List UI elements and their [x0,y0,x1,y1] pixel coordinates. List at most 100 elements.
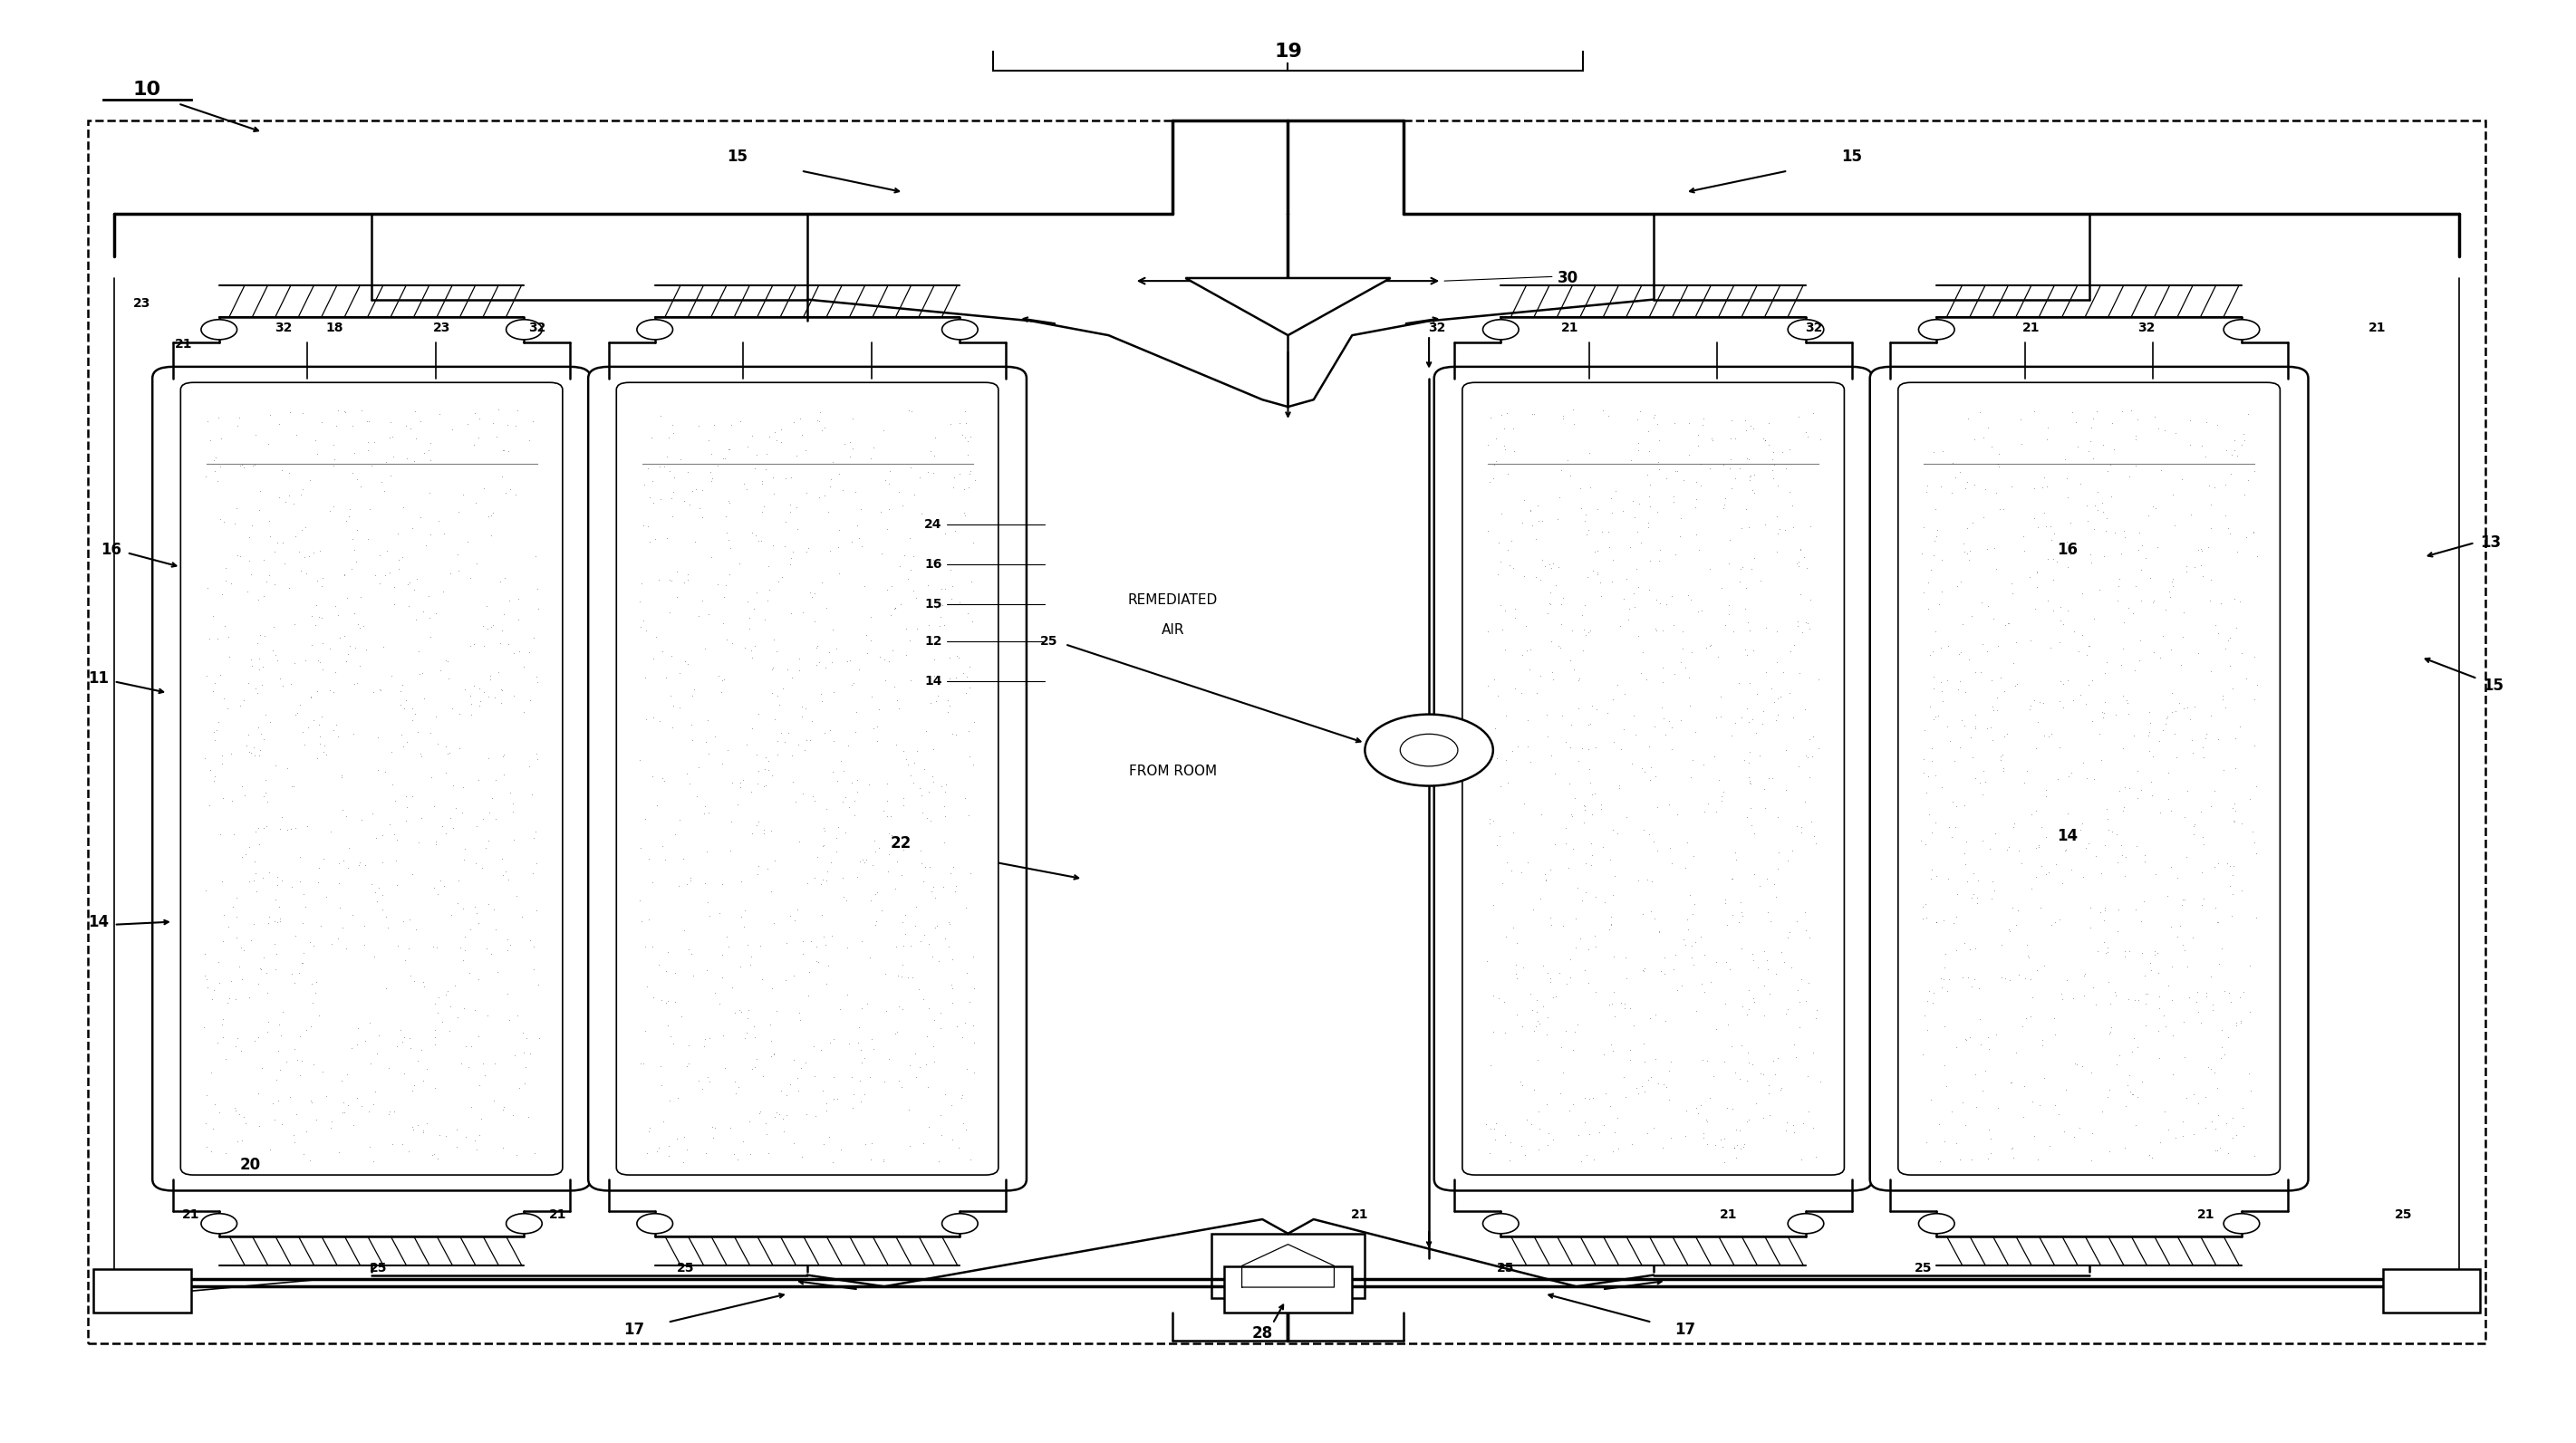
Point [917,1150,958,1173]
Point [817,1088,858,1111]
Point [683,1076,724,1100]
Point [1777,610,1819,633]
Point [845,850,886,873]
Point [1741,700,1783,723]
Point [1538,508,1579,531]
Point [1517,988,1558,1012]
Point [2092,411,2133,434]
Point [278,540,319,563]
Point [495,1043,536,1066]
Point [1976,1097,2017,1120]
Point [443,801,484,824]
Point [1793,1040,1834,1063]
Point [410,522,451,545]
Point [948,719,989,742]
Point [276,1102,317,1126]
Point [2148,580,2190,603]
Point [1739,1062,1780,1085]
Point [242,655,283,678]
Point [2221,433,2262,456]
Point [1744,974,1785,997]
Point [2107,703,2148,726]
Point [1533,1128,1574,1152]
Point [2159,691,2200,714]
Point [1754,453,1795,476]
Point [1759,684,1801,707]
Point [2030,723,2071,746]
Point [1633,407,1674,430]
Point [464,615,505,638]
Point [914,664,956,687]
Point [1731,797,1772,820]
Point [871,824,912,847]
Point [1906,765,1947,788]
Point [1692,429,1734,452]
Point [685,872,726,895]
Point [185,465,227,488]
Point [2045,556,2087,579]
Point [1788,1100,1829,1123]
Point [2208,1026,2249,1049]
Point [621,837,662,860]
Point [925,926,966,949]
Point [1569,1088,1610,1111]
Point [1628,579,1669,602]
Point [1530,593,1571,616]
Point [1602,499,1643,522]
Point [461,856,502,879]
Point [1909,597,1950,620]
Text: 20: 20 [240,1157,260,1173]
Point [1937,883,1978,906]
Point [381,545,422,569]
Point [286,895,327,918]
Text: 25: 25 [1914,1261,1932,1274]
Point [2202,688,2244,711]
Point [1605,945,1646,968]
Point [1654,613,1695,636]
Point [325,563,366,586]
Point [1610,1048,1651,1071]
Point [945,411,987,434]
Point [925,781,966,804]
Point [2179,1012,2221,1035]
Point [1793,401,1834,424]
Point [863,418,904,442]
Point [1618,439,1659,462]
Point [1713,1136,1754,1159]
Point [1932,911,1973,934]
Point [2177,1000,2218,1023]
Point [2025,515,2066,538]
Point [889,934,930,957]
Point [335,672,376,696]
Point [2099,654,2141,677]
Point [1942,1091,1984,1114]
Point [2107,939,2148,962]
Point [914,1009,956,1032]
Point [799,651,840,674]
Point [652,421,693,444]
Point [268,483,309,506]
Point [1911,1088,1953,1111]
Point [811,1087,853,1110]
Point [724,915,765,938]
Point [482,1136,523,1159]
Point [953,469,994,492]
Point [289,716,330,739]
Point [459,1074,500,1097]
Point [1682,407,1723,430]
Point [1965,639,2007,662]
Point [402,971,443,994]
Point [1631,900,1672,924]
Point [806,869,848,892]
Point [2179,537,2221,560]
Point [781,1009,822,1032]
Point [1801,1069,1842,1092]
Point [1674,488,1716,511]
Point [1911,558,1953,582]
Point [677,414,719,437]
Point [1530,745,1571,768]
Point [1589,535,1631,558]
Point [198,626,240,649]
Point [420,869,461,892]
Point [1481,593,1522,616]
